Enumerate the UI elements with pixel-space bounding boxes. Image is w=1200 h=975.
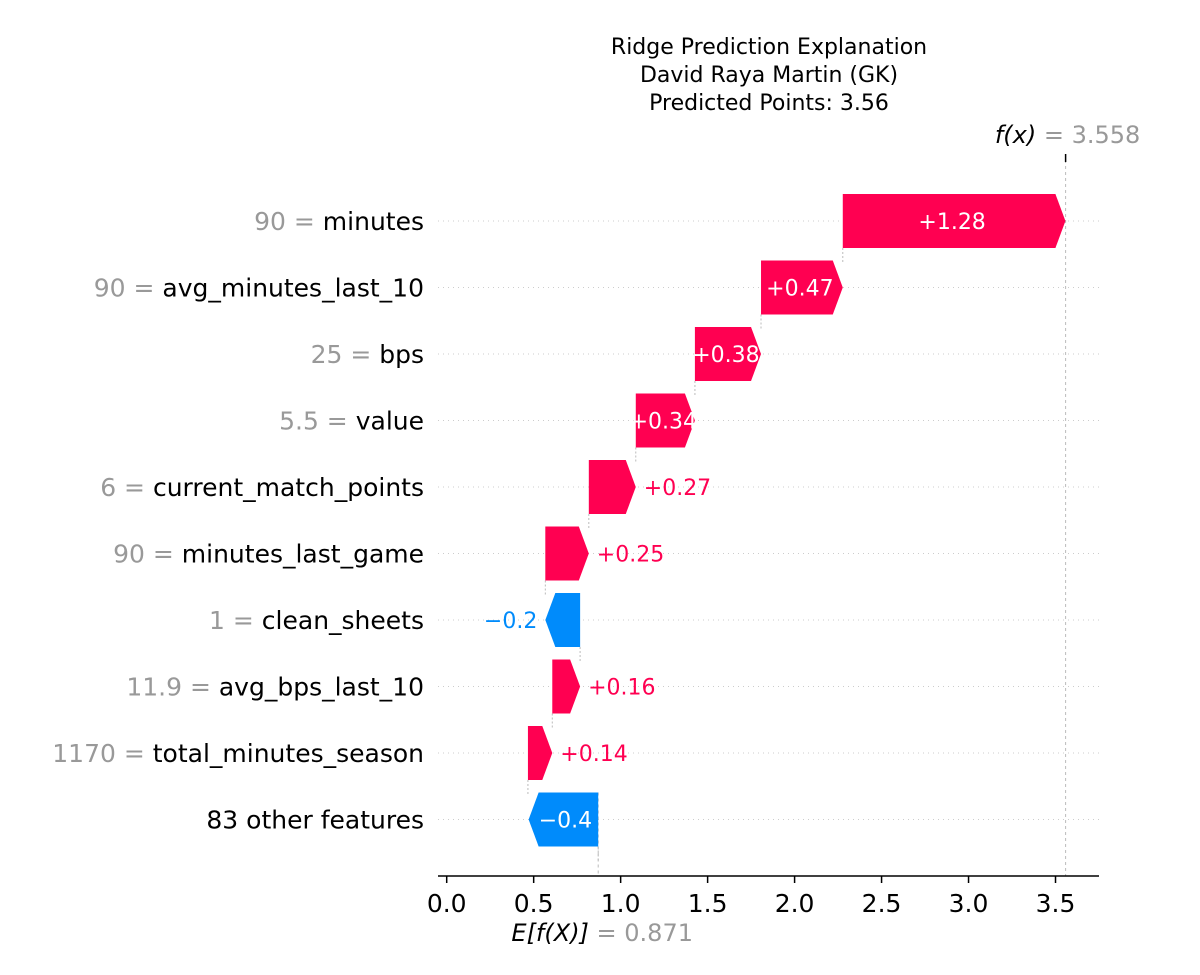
feature-name: current_match_points xyxy=(153,473,424,502)
fx-value: = 3.558 xyxy=(1044,121,1140,149)
bar-value xyxy=(635,393,695,448)
chart-title-line-1: Ridge Prediction Explanation xyxy=(611,35,927,60)
chart-title-line-3: Predicted Points: 3.56 xyxy=(649,91,889,116)
x-tick-label: 0.0 xyxy=(427,889,467,918)
bar-value-label: +0.14 xyxy=(560,742,627,767)
bar-bps xyxy=(694,327,762,381)
bar-value-label: −0.4 xyxy=(539,809,592,834)
feature-name: avg_minutes_last_10 xyxy=(162,274,424,303)
feature-value: 90 = xyxy=(94,274,163,303)
bar-value-label: +0.47 xyxy=(766,277,833,302)
ex-symbol: E[f(X)] xyxy=(511,919,596,947)
feature-name: minutes xyxy=(323,207,424,236)
feature-value: 25 = xyxy=(311,340,380,369)
feature-name: avg_bps_last_10 xyxy=(219,673,424,702)
bar-value-label: +0.16 xyxy=(588,676,655,701)
feature-value: 1170 = xyxy=(52,739,152,768)
feature-value: 90 = xyxy=(254,207,323,236)
bar-minutes-last-game xyxy=(545,526,589,581)
ex-marker: E[f(X)] = 0.871 xyxy=(511,919,693,947)
feature-name: value xyxy=(356,407,424,436)
bar-avg-minutes-last-10 xyxy=(761,260,843,315)
feature-label: 1 = clean_sheets xyxy=(209,606,424,635)
feature-value: 5.5 = xyxy=(279,407,356,436)
x-tick-label: 3.0 xyxy=(949,889,989,918)
fx-symbol: f(x) xyxy=(995,121,1044,149)
x-tick-label: 0.5 xyxy=(514,889,554,918)
bar-value-label: +0.25 xyxy=(597,543,664,568)
bar-avg-bps-last-10 xyxy=(552,659,581,714)
bar-value-label: +0.34 xyxy=(630,410,697,435)
x-axis: 0.0 0.5 1.0 1.5 2.0 2.5 3.0 3.5 xyxy=(427,875,1099,918)
feature-name: 83 other features xyxy=(206,806,424,835)
feature-label: 90 = avg_minutes_last_10 xyxy=(94,274,424,303)
x-tick-label: 2.5 xyxy=(862,889,902,918)
bar-value-label: −0.2 xyxy=(484,609,537,634)
bars xyxy=(527,194,1066,847)
feature-label: 6 = current_match_points xyxy=(100,473,424,502)
feature-name: minutes_last_game xyxy=(182,540,424,569)
x-tick-label: 2.0 xyxy=(775,889,815,918)
bar-value-labels: +1.28 +0.47 +0.38 +0.34 +0.27 +0.25 −0.2 +0.16 +… xyxy=(484,210,986,834)
fx-label: f(x) = 3.558 xyxy=(995,121,1140,149)
ex-value: = 0.871 xyxy=(597,919,693,947)
x-tick-label: 1.5 xyxy=(688,889,728,918)
feature-value: 6 = xyxy=(100,473,153,502)
ex-label: E[f(X)] = 0.871 xyxy=(511,919,693,947)
feature-label: 90 = minutes xyxy=(254,207,424,236)
bar-value-label: +0.27 xyxy=(644,476,711,501)
feature-label: 1170 = total_minutes_season xyxy=(52,739,424,768)
fx-marker: f(x) = 3.558 xyxy=(995,121,1140,162)
chart-title-line-2: David Raya Martin (GK) xyxy=(640,63,898,88)
chart-title: Ridge Prediction Explanation David Raya … xyxy=(611,35,927,116)
bar-total-minutes-season xyxy=(527,726,553,780)
feature-label: 25 = bps xyxy=(311,340,424,369)
x-tick-label: 1.0 xyxy=(601,889,641,918)
feature-label: 5.5 = value xyxy=(279,407,424,436)
bar-clean-sheets xyxy=(545,593,581,647)
feature-name: clean_sheets xyxy=(262,606,424,635)
bar-current-match-points xyxy=(588,460,636,514)
bar-value-label: +0.38 xyxy=(692,343,759,368)
feature-name: bps xyxy=(379,340,424,369)
feature-value: 1 = xyxy=(209,606,262,635)
feature-label: 83 other features xyxy=(206,806,424,835)
feature-label: 11.9 = avg_bps_last_10 xyxy=(126,673,424,702)
x-tick-label: 3.5 xyxy=(1036,889,1076,918)
feature-value: 90 = xyxy=(113,540,182,569)
bar-value-label: +1.28 xyxy=(918,210,985,235)
feature-name: total_minutes_season xyxy=(153,739,424,768)
bar-minutes xyxy=(842,194,1066,248)
feature-label: 90 = minutes_last_game xyxy=(113,540,424,569)
bar-83-other-features xyxy=(528,792,599,847)
feature-value: 11.9 = xyxy=(126,673,219,702)
